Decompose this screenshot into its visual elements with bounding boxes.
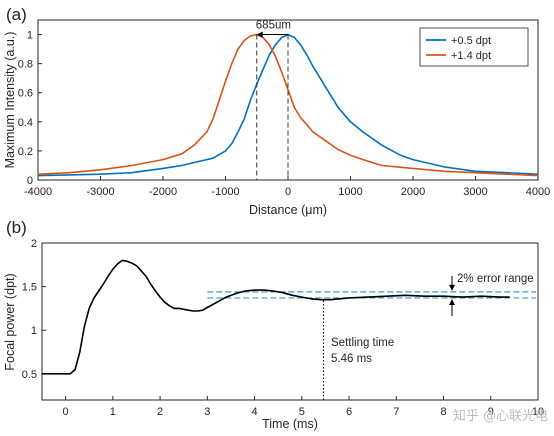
x-tick-label: 3 bbox=[204, 406, 210, 418]
panel-b-x-axis-label: Time (ms) bbox=[262, 417, 318, 431]
span-label: 685um bbox=[256, 20, 291, 32]
y-tick-label: 2 bbox=[31, 238, 37, 250]
x-tick-label: 6 bbox=[346, 406, 352, 418]
x-tick-label: -1000 bbox=[211, 186, 239, 198]
x-tick-label: 1000 bbox=[338, 186, 362, 198]
panel-b-annotations: 2% error range Settling time 5.46 ms bbox=[331, 273, 534, 365]
panel-b-series bbox=[42, 259, 536, 400]
panel-b-ticks: 0 1 2 3 4 5 6 7 8 9 10 0.5 1 1.5 2 bbox=[22, 238, 544, 418]
panel-a-y-axis-label: Maximum Intensity (a.u.) bbox=[3, 32, 17, 169]
series-line bbox=[37, 33, 539, 177]
legend-box bbox=[419, 27, 529, 67]
panel-a: (a) -4000 -3000 -2000 -1000 0 1000 2000 3000 400… bbox=[3, 5, 550, 217]
panel-b-y-axis-label: Focal power (dpt) bbox=[3, 273, 17, 370]
x-tick-label: -4000 bbox=[24, 186, 52, 198]
x-tick-label: 4000 bbox=[526, 186, 550, 198]
x-tick-label: 0 bbox=[285, 186, 291, 198]
legend-label: +1.4 dpt bbox=[451, 50, 491, 62]
panel-a-ticks: -4000 -3000 -2000 -1000 0 1000 2000 3000 4000 0 0.… bbox=[18, 30, 551, 198]
focal-power-line bbox=[42, 259, 510, 375]
watermark: 知乎 @心联光电 bbox=[453, 408, 548, 424]
y-tick-label: 1 bbox=[31, 325, 37, 337]
x-tick-label: 7 bbox=[393, 406, 399, 418]
x-tick-label: 9 bbox=[488, 406, 494, 418]
panel-b: (b) 0 1 2 3 4 5 6 7 8 9 10 0.5 1 1.5 2 2% error range S… bbox=[3, 218, 544, 431]
x-tick-label: 10 bbox=[532, 406, 544, 418]
y-tick-label: 0 bbox=[27, 175, 33, 187]
legend-label: +0.5 dpt bbox=[451, 35, 491, 47]
y-tick-label: 0.5 bbox=[22, 369, 37, 381]
settling-time-value: 5.46 ms bbox=[331, 353, 372, 365]
panel-a-annotation: 685um bbox=[256, 20, 291, 180]
y-tick-label: 0.6 bbox=[18, 88, 33, 100]
x-tick-label: -2000 bbox=[149, 186, 177, 198]
x-tick-label: 2 bbox=[157, 406, 163, 418]
panel-b-plot-area bbox=[41, 242, 539, 401]
y-tick-label: 0.2 bbox=[18, 146, 33, 158]
panel-b-label: (b) bbox=[6, 218, 27, 237]
x-tick-label: 3000 bbox=[463, 186, 487, 198]
x-tick-label: 2000 bbox=[401, 186, 425, 198]
arrow-up-icon bbox=[449, 298, 455, 305]
y-tick-label: 0.8 bbox=[18, 59, 33, 71]
y-tick-label: 0.4 bbox=[18, 117, 33, 129]
arrow-down-icon bbox=[449, 284, 455, 291]
series-line bbox=[37, 33, 539, 177]
panel-a-label: (a) bbox=[6, 5, 27, 24]
x-tick-label: 1 bbox=[110, 406, 116, 418]
panel-a-legend: +0.5 dpt +1.4 dpt bbox=[419, 27, 529, 67]
settling-time-label: Settling time bbox=[331, 337, 394, 349]
x-tick-label: 5 bbox=[299, 406, 305, 418]
x-tick-label: 8 bbox=[440, 406, 446, 418]
x-tick-label: 0 bbox=[63, 406, 69, 418]
x-tick-label: 4 bbox=[252, 406, 258, 418]
panel-a-series bbox=[37, 33, 539, 177]
y-tick-label: 1 bbox=[27, 30, 33, 42]
y-tick-label: 1.5 bbox=[22, 282, 37, 294]
error-range-label: 2% error range bbox=[457, 273, 534, 285]
arrow-head-icon bbox=[256, 31, 263, 38]
panel-a-x-axis-label: Distance (μm) bbox=[249, 203, 327, 217]
x-tick-label: -3000 bbox=[86, 186, 114, 198]
